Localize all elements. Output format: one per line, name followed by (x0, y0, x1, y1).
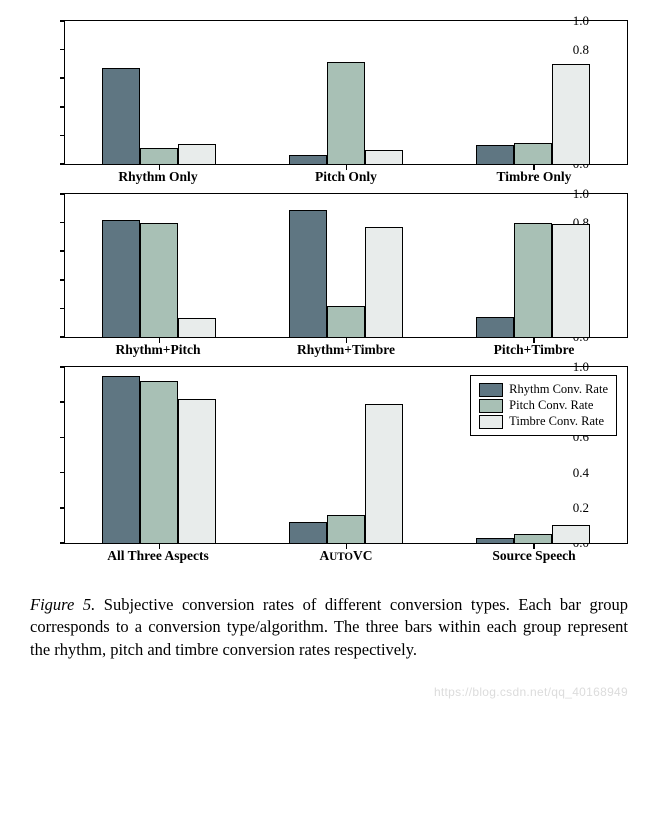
x-tick (346, 338, 348, 343)
legend-item: Rhythm Conv. Rate (479, 382, 608, 397)
bar (289, 522, 327, 543)
plot-area: 0.00.20.40.60.81.0 (64, 193, 628, 338)
bar (178, 318, 216, 337)
legend-label: Pitch Conv. Rate (509, 398, 593, 413)
bar (327, 515, 365, 543)
bar (365, 227, 403, 337)
bar (289, 210, 327, 337)
bar-group (252, 194, 439, 337)
bar-group (65, 367, 252, 543)
bars-region (65, 194, 627, 337)
bar-group (440, 194, 627, 337)
bar (178, 399, 216, 543)
bar (476, 145, 514, 164)
bar (102, 68, 140, 164)
legend-swatch (479, 415, 503, 429)
bars-region (65, 21, 627, 164)
legend-label: Timbre Conv. Rate (509, 414, 604, 429)
bar (102, 376, 140, 543)
panels-mount: 0.00.20.40.60.81.0Rhythm OnlyPitch OnlyT… (30, 20, 628, 564)
x-tick (533, 165, 535, 170)
chart-panel-0: 0.00.20.40.60.81.0Rhythm OnlyPitch OnlyT… (30, 20, 628, 185)
bar (476, 538, 514, 543)
bar-group (440, 21, 627, 164)
watermark-text: https://blog.csdn.net/qq_40168949 (434, 685, 628, 699)
bar-group (252, 367, 439, 543)
bar (514, 223, 552, 337)
bar (365, 150, 403, 164)
bar (514, 534, 552, 543)
x-tick (159, 165, 161, 170)
legend-swatch (479, 383, 503, 397)
bar (140, 223, 178, 337)
bar (102, 220, 140, 337)
legend-item: Pitch Conv. Rate (479, 398, 608, 413)
x-tick (159, 338, 161, 343)
legend-swatch (479, 399, 503, 413)
x-tick (533, 544, 535, 549)
plot-area: 0.00.20.40.60.81.0 (64, 20, 628, 165)
bar (476, 317, 514, 337)
bar (140, 148, 178, 164)
bar (289, 155, 327, 164)
x-tick (533, 338, 535, 343)
chart-panel-1: 0.00.20.40.60.81.0Rhythm+PitchRhythm+Tim… (30, 193, 628, 358)
x-tick (346, 165, 348, 170)
bar-group (252, 21, 439, 164)
bar (365, 404, 403, 543)
bar-group (65, 194, 252, 337)
figure-caption-text: Subjective conversion rates of different… (30, 595, 628, 659)
bar (178, 144, 216, 164)
legend-item: Timbre Conv. Rate (479, 414, 608, 429)
bar (327, 306, 365, 337)
legend-label: Rhythm Conv. Rate (509, 382, 608, 397)
plot-area: 0.00.20.40.60.81.0Rhythm Conv. RatePitch… (64, 366, 628, 544)
bar (552, 525, 590, 543)
bar (327, 62, 365, 164)
x-tick (159, 544, 161, 549)
figure-caption: Figure 5. Subjective conversion rates of… (30, 594, 628, 661)
figure-container: 0.00.20.40.60.81.0Rhythm OnlyPitch OnlyT… (30, 20, 628, 661)
bar (140, 381, 178, 543)
bar-group (65, 21, 252, 164)
x-tick (346, 544, 348, 549)
bar (552, 64, 590, 164)
bar (552, 224, 590, 337)
bar (514, 143, 552, 164)
legend: Rhythm Conv. RatePitch Conv. RateTimbre … (470, 375, 617, 436)
chart-panel-2: 0.00.20.40.60.81.0Rhythm Conv. RatePitch… (30, 366, 628, 564)
figure-number: Figure 5. (30, 595, 95, 614)
